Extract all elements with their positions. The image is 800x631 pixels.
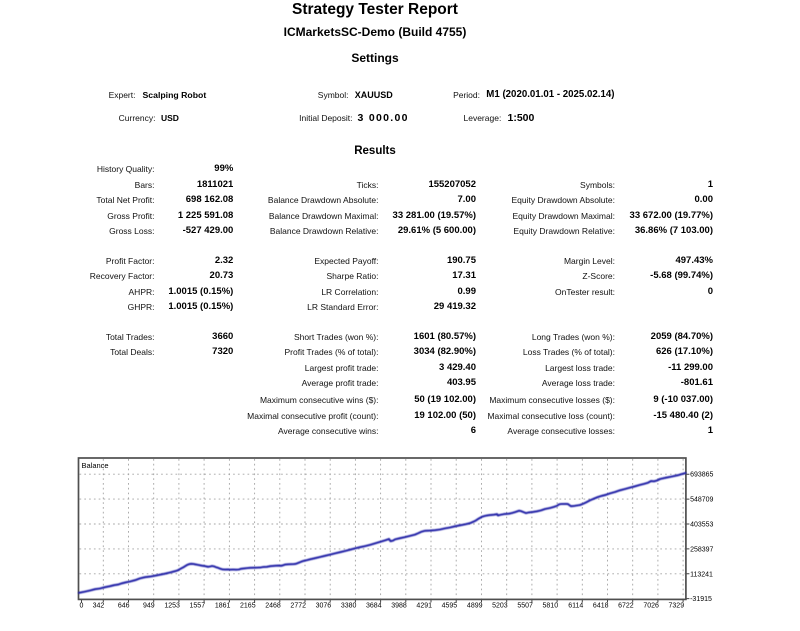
svg-text:3684: 3684 (366, 603, 382, 610)
svg-text:403553: 403553 (690, 522, 713, 529)
svg-text:-31915: -31915 (690, 596, 712, 603)
svg-text:6722: 6722 (618, 603, 634, 610)
svg-text:646: 646 (118, 603, 130, 610)
svg-text:342: 342 (93, 603, 105, 610)
svg-text:2772: 2772 (290, 603, 306, 610)
svg-text:6418: 6418 (593, 603, 609, 610)
svg-text:7026: 7026 (643, 603, 659, 610)
svg-text:693865: 693865 (690, 472, 713, 479)
svg-text:Balance: Balance (82, 461, 109, 470)
svg-text:2468: 2468 (265, 603, 281, 610)
svg-text:0: 0 (80, 603, 84, 610)
svg-text:7329: 7329 (669, 603, 685, 610)
svg-text:3076: 3076 (316, 603, 332, 610)
svg-text:258397: 258397 (690, 546, 713, 553)
svg-text:548709: 548709 (690, 497, 713, 504)
svg-text:6114: 6114 (568, 603, 583, 610)
svg-text:949: 949 (143, 603, 155, 610)
svg-text:5810: 5810 (543, 603, 559, 610)
svg-text:3988: 3988 (391, 603, 407, 610)
svg-text:5203: 5203 (492, 603, 508, 610)
svg-text:4595: 4595 (442, 603, 458, 610)
svg-text:113241: 113241 (690, 571, 713, 578)
svg-text:4899: 4899 (467, 603, 483, 610)
svg-text:1861: 1861 (215, 603, 231, 610)
svg-text:3380: 3380 (341, 603, 357, 610)
svg-text:4291: 4291 (416, 603, 432, 610)
svg-text:1253: 1253 (164, 603, 180, 610)
svg-text:5507: 5507 (517, 603, 533, 610)
svg-text:1557: 1557 (190, 603, 206, 610)
svg-text:2165: 2165 (240, 603, 256, 610)
